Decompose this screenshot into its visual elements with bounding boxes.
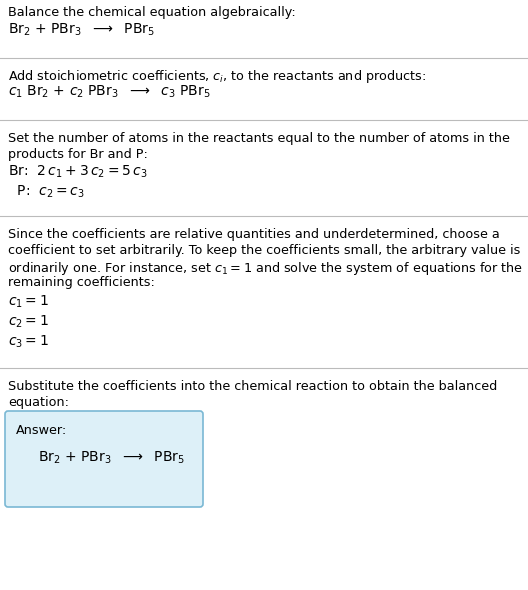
Text: equation:: equation: <box>8 396 69 409</box>
Text: Balance the chemical equation algebraically:: Balance the chemical equation algebraica… <box>8 6 296 19</box>
Text: $c_1$ Br$_2$ + $c_2$ PBr$_3$  $\longrightarrow$  $c_3$ PBr$_5$: $c_1$ Br$_2$ + $c_2$ PBr$_3$ $\longright… <box>8 84 211 100</box>
FancyBboxPatch shape <box>5 411 203 507</box>
Text: Add stoichiometric coefficients, $c_i$, to the reactants and products:: Add stoichiometric coefficients, $c_i$, … <box>8 68 426 85</box>
Text: Br$_2$ + PBr$_3$  $\longrightarrow$  PBr$_5$: Br$_2$ + PBr$_3$ $\longrightarrow$ PBr$_… <box>8 22 155 38</box>
Text: Set the number of atoms in the reactants equal to the number of atoms in the: Set the number of atoms in the reactants… <box>8 132 510 145</box>
Text: Answer:: Answer: <box>16 424 67 437</box>
Text: Since the coefficients are relative quantities and underdetermined, choose a: Since the coefficients are relative quan… <box>8 228 499 241</box>
Text: $c_1 = 1$: $c_1 = 1$ <box>8 294 49 310</box>
Text: Br:  $2\,c_1 + 3\,c_2 = 5\,c_3$: Br: $2\,c_1 + 3\,c_2 = 5\,c_3$ <box>8 164 147 181</box>
Text: Substitute the coefficients into the chemical reaction to obtain the balanced: Substitute the coefficients into the che… <box>8 380 497 393</box>
Text: products for Br and P:: products for Br and P: <box>8 148 148 161</box>
Text: Br$_2$ + PBr$_3$  $\longrightarrow$  PBr$_5$: Br$_2$ + PBr$_3$ $\longrightarrow$ PBr$_… <box>38 450 185 467</box>
Text: coefficient to set arbitrarily. To keep the coefficients small, the arbitrary va: coefficient to set arbitrarily. To keep … <box>8 244 521 257</box>
Text: $c_3 = 1$: $c_3 = 1$ <box>8 334 49 350</box>
Text: ordinarily one. For instance, set $c_1 = 1$ and solve the system of equations fo: ordinarily one. For instance, set $c_1 =… <box>8 260 523 277</box>
Text: $c_2 = 1$: $c_2 = 1$ <box>8 314 49 330</box>
Text: P:  $c_2 = c_3$: P: $c_2 = c_3$ <box>8 184 85 201</box>
Text: remaining coefficients:: remaining coefficients: <box>8 276 155 289</box>
